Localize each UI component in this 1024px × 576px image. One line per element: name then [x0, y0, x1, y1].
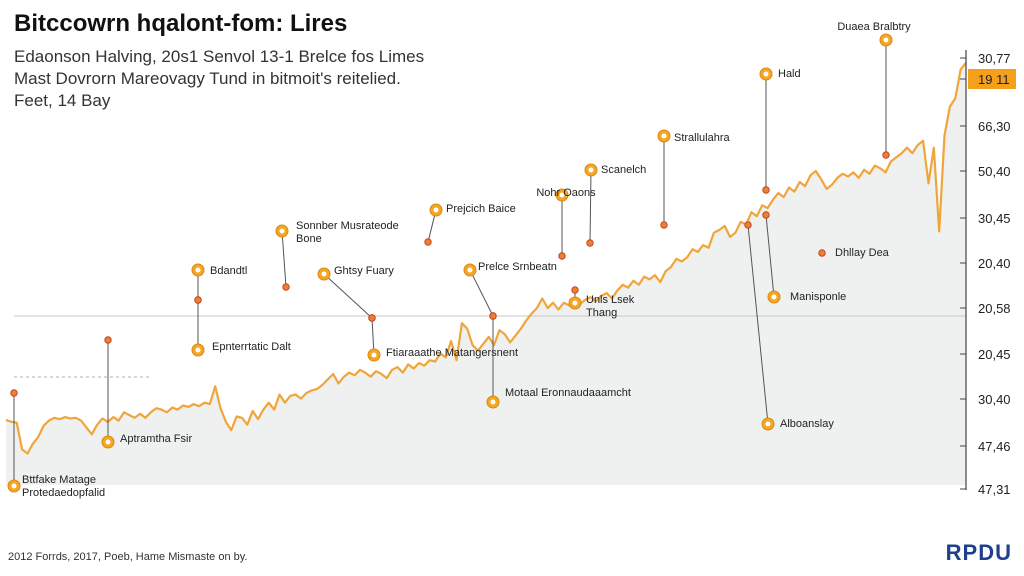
- chart-title: Bitccowrn hqalont-fom: Lires: [14, 10, 348, 37]
- annotation-icon-dot: [195, 347, 201, 353]
- annotation-label: Sonnber Musrateode Bone: [296, 220, 399, 245]
- y-tick-label: 20,40: [978, 256, 1011, 271]
- annotation-label: Bttfake Matage Protedaedopfalid: [22, 474, 105, 499]
- footer-source: 2012 Forrds, 2017, Poeb, Hame Mismaste o…: [8, 551, 248, 563]
- annotation: Alboanslay: [744, 221, 834, 431]
- annotation-point-marker: [571, 286, 579, 294]
- annotation: Ghtsy Fuary: [317, 265, 394, 322]
- annotation-leader-line: [589, 169, 592, 244]
- annotation: Aptramtha Fsir: [101, 336, 192, 449]
- annotation-label: Strallulahra: [674, 132, 731, 144]
- annotation: Scanelch: [584, 163, 646, 247]
- annotation-point-marker: [744, 221, 752, 229]
- annotation-label: Epnterrtatic Dalt: [212, 341, 291, 353]
- annotation-icon-dot: [105, 439, 111, 445]
- annotation-leader-line: [323, 273, 373, 319]
- annotation-icon-dot: [371, 352, 377, 358]
- annotation-label: Ftiaraaathe Matangersnent: [386, 347, 518, 359]
- annotation-point-marker: [282, 283, 290, 291]
- annotation-leader-line: [281, 230, 287, 288]
- current-price-tag: [968, 69, 1016, 89]
- annotation-icon-dot: [467, 267, 473, 273]
- annotation-icon-dot: [279, 228, 285, 234]
- annotation-label: Alboanslay: [780, 418, 834, 430]
- annotation-point-marker: [762, 211, 770, 219]
- annotation: Hald: [759, 67, 801, 194]
- annotation-icon-dot: [11, 483, 17, 489]
- annotation-icon-dot: [771, 294, 777, 300]
- annotation-label: Manisponle: [790, 291, 846, 303]
- annotation: Dhllay Dea: [818, 247, 890, 259]
- annotation-icon-dot: [559, 192, 565, 198]
- annotation-label: Hald: [778, 68, 801, 80]
- annotation: Epnterrtatic Dalt: [191, 296, 291, 357]
- annotation-point-marker: [368, 314, 376, 322]
- annotation-label: Aptramtha Fsir: [120, 433, 192, 445]
- annotation-leader-line: [469, 269, 494, 317]
- annotation-point-marker: [104, 336, 112, 344]
- annotation-point-marker: [762, 186, 770, 194]
- annotation: Prejcich Baice: [424, 203, 516, 246]
- annotation-icon-dot: [588, 167, 594, 173]
- annotation-point-marker: [818, 249, 826, 257]
- annotation-icon-dot: [883, 37, 889, 43]
- annotation-point-marker: [489, 312, 497, 320]
- brand-logo: RPDU: [945, 540, 1012, 565]
- annotation: Ftiaraaathe Matangersnent: [367, 314, 518, 362]
- annotation-icon-dot: [765, 421, 771, 427]
- annotation-label: Prejcich Baice: [446, 203, 516, 215]
- annotation-point-marker: [558, 252, 566, 260]
- y-tick-label: 47,31: [978, 482, 1011, 497]
- y-tick-label: 47,46: [978, 439, 1011, 454]
- annotation-icon-dot: [433, 207, 439, 213]
- y-tick-label: 20,58: [978, 301, 1011, 316]
- annotation-leader-line: [747, 224, 769, 425]
- annotation-icon-dot: [661, 133, 667, 139]
- price-series-line: [5, 62, 967, 455]
- subtitle-line-2: Mast Dovrorn Mareovagy Tund in bitmoit's…: [14, 69, 401, 88]
- annotation-label: Motaal Eronnaudaaamcht: [505, 387, 631, 399]
- annotation: Sonnber Musrateode Bone: [275, 220, 399, 291]
- annotation-label: Unls Lsek Thang: [586, 294, 635, 319]
- annotation-label: Duaea Bralbtry: [837, 21, 911, 33]
- y-tick-label: 19 11: [978, 72, 1010, 87]
- y-tick-label: 30,45: [978, 211, 1011, 226]
- y-tick-label: 66,30: [978, 119, 1011, 134]
- annotation: Motaal Eronnaudaaamcht: [486, 312, 631, 409]
- annotation-icon-dot: [195, 267, 201, 273]
- annotation: Duaea Bralbtry: [837, 21, 911, 159]
- annotation-point-marker: [194, 296, 202, 304]
- annotation: Nohr Oaons: [536, 187, 596, 260]
- annotation-point-marker: [424, 238, 432, 246]
- annotation-leader-line: [765, 214, 775, 298]
- annotation-label: Nohr Oaons: [536, 187, 596, 199]
- annotation-point-marker: [882, 151, 890, 159]
- annotation-point-marker: [10, 389, 18, 397]
- annotation-label: Dhllay Dea: [835, 247, 890, 259]
- annotation-icon-dot: [572, 300, 578, 306]
- annotation-point-marker: [586, 239, 594, 247]
- annotation: Manisponle: [762, 211, 846, 304]
- y-tick-label: 50,40: [978, 164, 1011, 179]
- annotation: Bttfake Matage Protedaedopfalid: [7, 389, 105, 499]
- subtitle-line-1: Edaonson Halving, 20s1 Senvol 13-1 Brelc…: [14, 47, 425, 66]
- annotation-label: Bdandtl: [210, 265, 247, 277]
- y-tick-label: 30,40: [978, 392, 1011, 407]
- annotation: Strallulahra: [657, 129, 731, 229]
- annotation-icon-dot: [490, 399, 496, 405]
- annotation-label: Prelce Srnbeatn: [478, 261, 557, 273]
- annotation: Unls Lsek Thang: [568, 286, 635, 319]
- y-tick-label: 30,77: [978, 51, 1011, 66]
- subtitle-line-3: Feet, 14 Bay: [14, 91, 111, 110]
- annotation-point-marker: [660, 221, 668, 229]
- y-tick-label: 20,45: [978, 347, 1011, 362]
- annotation-label: Ghtsy Fuary: [334, 265, 394, 277]
- annotation-icon-dot: [321, 271, 327, 277]
- annotation-label: Scanelch: [601, 164, 646, 176]
- annotation-icon-dot: [763, 71, 769, 77]
- price-area-fill: [6, 62, 966, 485]
